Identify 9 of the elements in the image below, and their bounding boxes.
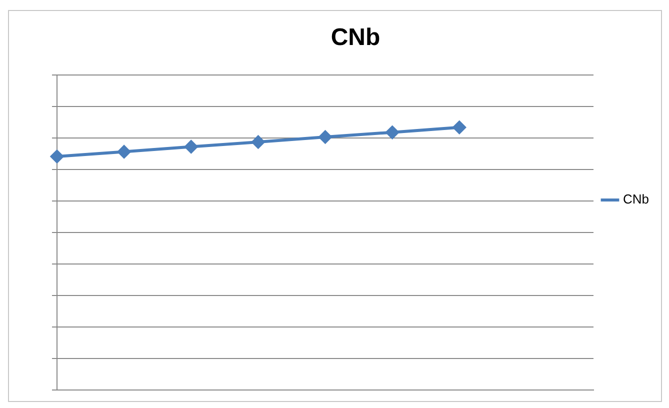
point (184, 140, 198, 154)
point (252, 136, 265, 149)
point (118, 145, 131, 158)
point (50, 150, 64, 163)
point (318, 130, 332, 144)
legend-label: CNb (622, 192, 650, 207)
point (452, 120, 466, 134)
chart-title: CNb (330, 24, 380, 52)
point (386, 126, 399, 139)
